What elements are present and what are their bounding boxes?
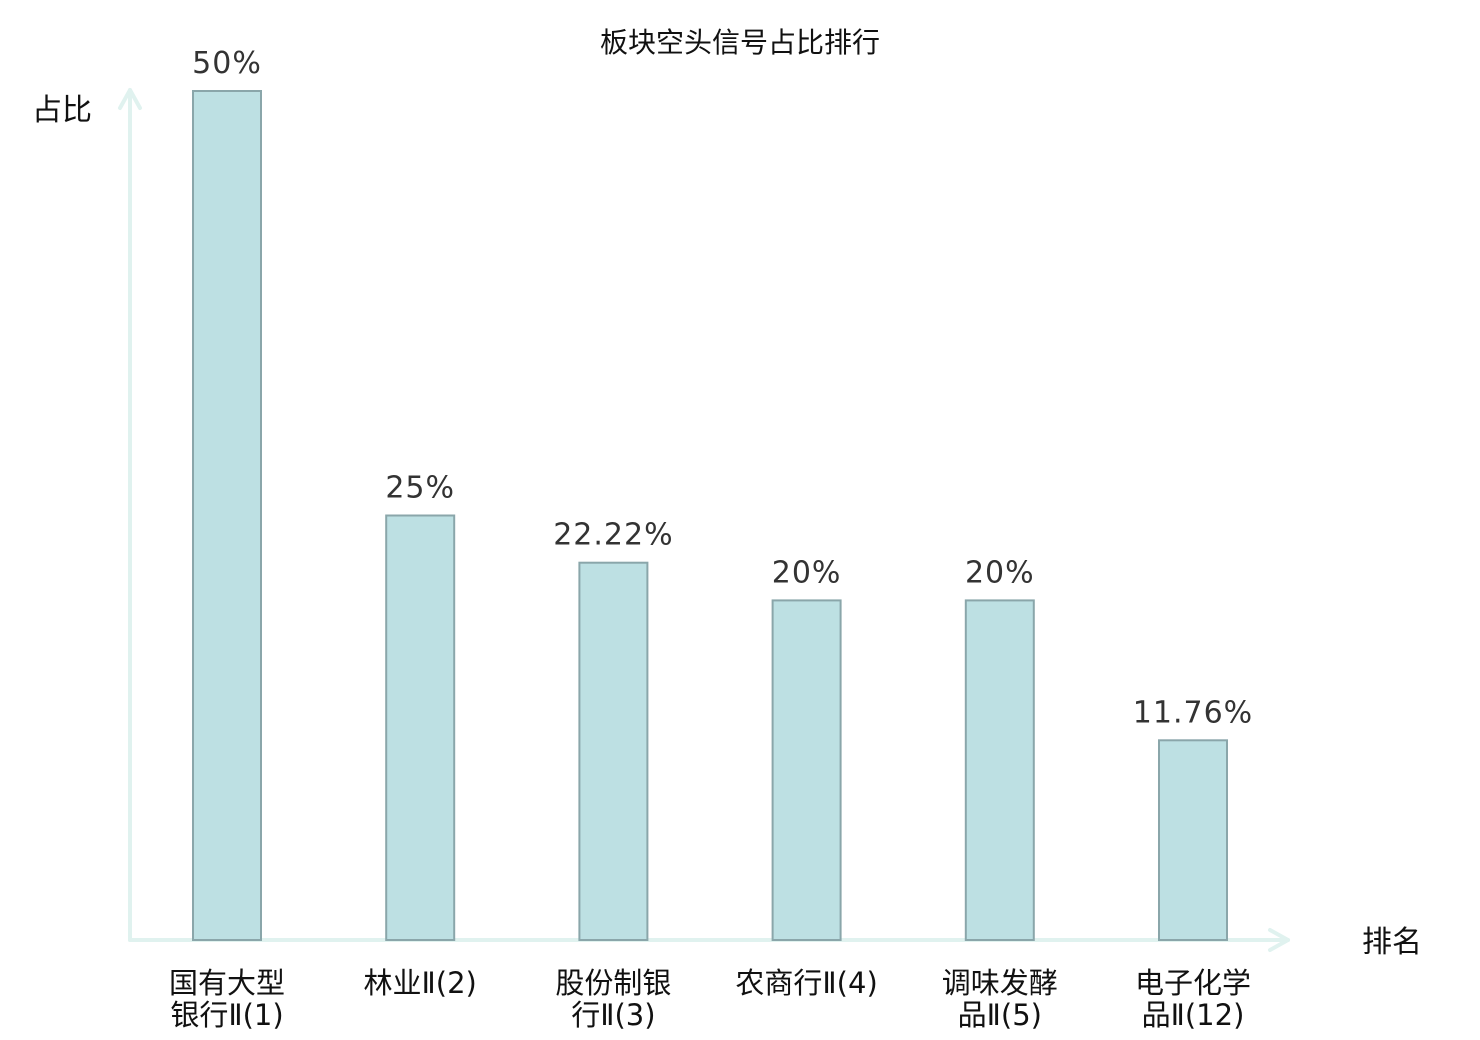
category-label-line: 调味发酵 [942,966,1058,1000]
category-labels: 国有大型银行Ⅱ(1) 林业Ⅱ(2) 股份制银行Ⅱ(3) 农商行Ⅱ(4) 调味发酵品Ⅱ(5… [169,966,1251,1032]
bar-1 [192,90,262,941]
chart-title: 板块空头信号占比排行 [600,26,880,59]
bar-5 [964,599,1035,942]
category-label-line: 林业Ⅱ(2) [364,966,477,1000]
category-label-4: 农商行Ⅱ(4) [735,966,877,1000]
category-label-line: 国有大型 [169,966,285,1000]
category-label-line: 行Ⅱ(3) [571,998,655,1032]
value-label-3: 22.22% [553,518,673,553]
category-label-line: 电子化学 [1135,966,1251,1000]
axes [118,88,1290,952]
y-axis-label: 占比 [32,93,92,128]
value-labels: 50% 25% 22.22% 20% 20% 11.76% [192,46,1253,730]
value-label-5: 20% [965,555,1035,590]
bars [192,90,1228,942]
bar-6 [1158,739,1228,941]
value-label-6: 11.76% [1133,695,1253,730]
bar-3 [578,561,649,941]
category-label-line: 股份制银 [555,966,671,1000]
x-axis-arrow [1268,928,1290,952]
value-label-2: 25% [385,471,455,506]
x-axis-label: 排名 [1362,925,1422,960]
category-label-1: 国有大型银行Ⅱ(1) [169,966,285,1032]
value-label-1: 50% [192,46,262,81]
category-label-5: 调味发酵品Ⅱ(5) [942,966,1058,1032]
category-label-line: 农商行Ⅱ(4) [735,966,877,1000]
bar-2 [385,514,456,941]
y-axis-arrow [118,88,142,110]
category-label-line: 银行Ⅱ(1) [170,998,283,1032]
category-label-3: 股份制银行Ⅱ(3) [555,966,671,1032]
bar-4 [771,599,842,942]
value-label-4: 20% [772,555,842,590]
category-label-2: 林业Ⅱ(2) [364,966,477,1000]
category-label-line: 品Ⅱ(5) [958,998,1042,1032]
category-label-line: 品Ⅱ(12) [1142,998,1245,1032]
category-label-6: 电子化学品Ⅱ(12) [1135,966,1251,1032]
